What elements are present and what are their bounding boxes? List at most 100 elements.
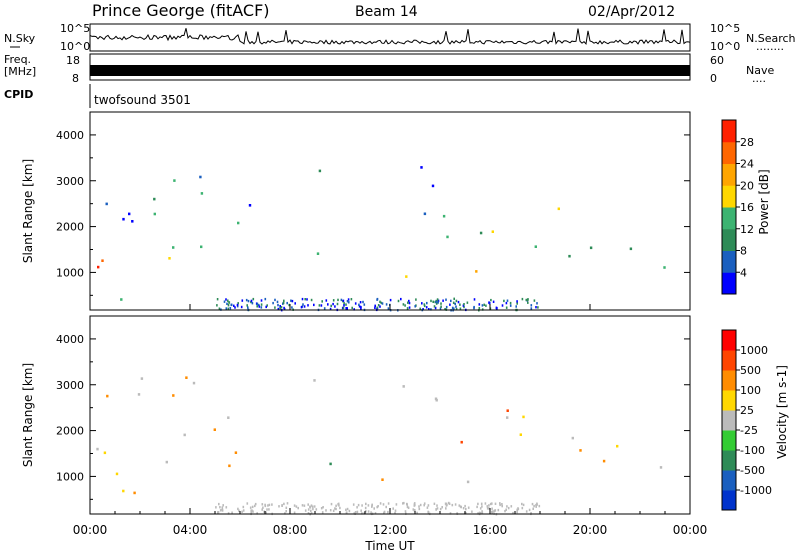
ground-scatter-cell (276, 300, 279, 304)
ground-scatter-cell (507, 506, 510, 510)
ground-scatter-cell (345, 511, 348, 514)
ground-scatter-cell (414, 503, 416, 507)
ground-scatter-cell (471, 510, 473, 513)
ground-scatter-cell (332, 299, 335, 302)
ground-scatter-cell (459, 303, 461, 306)
ground-scatter-cell (533, 299, 536, 302)
ground-scatter-cell (351, 306, 353, 310)
ground-scatter-cell (491, 510, 493, 514)
colorbar-segment (722, 250, 736, 273)
colorbar-segment (722, 141, 736, 164)
colorbar-segment (722, 410, 736, 431)
ground-scatter-cell (277, 303, 279, 307)
ground-scatter-cell (362, 300, 364, 304)
ground-scatter-cell (334, 507, 336, 510)
ground-scatter-cell (463, 305, 465, 309)
ground-scatter-cell (501, 503, 503, 506)
beam-label: Beam 14 (355, 4, 418, 20)
ground-scatter-cell (260, 299, 263, 302)
ground-scatter-cell (230, 303, 233, 307)
ground-scatter-cell (478, 303, 481, 306)
ground-scatter-cell (491, 502, 493, 505)
ground-scatter-cell (406, 307, 409, 310)
ground-scatter-cell (402, 502, 404, 505)
ground-scatter-cell (250, 511, 253, 514)
ground-scatter-cell (394, 511, 396, 515)
ground-scatter-cell (254, 504, 256, 508)
nave-label: Nave (746, 64, 774, 77)
station-title: Prince George (fitACF) (92, 1, 270, 20)
ground-scatter-cell (236, 305, 239, 308)
ground-scatter-cell (371, 504, 373, 507)
ground-scatter-cell (423, 502, 426, 505)
ground-scatter-cell (360, 307, 362, 310)
colorbar-segment (722, 390, 736, 411)
colorbar-segment (722, 450, 736, 471)
ground-scatter-cell (460, 505, 462, 509)
ground-scatter-cell (427, 504, 430, 507)
range-cell (460, 440, 463, 444)
ground-scatter-cell (252, 510, 254, 513)
ground-scatter-cell (325, 509, 327, 512)
ground-scatter-cell (476, 505, 478, 509)
ground-scatter-cell (521, 297, 524, 301)
ground-scatter-cell (479, 512, 482, 515)
ground-scatter-cell (261, 503, 264, 506)
ground-scatter-cell (246, 304, 248, 307)
ground-scatter-cell (535, 503, 537, 507)
range-cell (115, 472, 119, 476)
ground-scatter-cell (462, 507, 465, 510)
range-cell (466, 480, 470, 484)
ground-scatter-cell (367, 504, 370, 507)
ground-scatter-cell (274, 298, 276, 302)
nsearch-label: N.Search (746, 32, 796, 45)
ground-scatter-cell (360, 509, 362, 512)
ground-scatter-cell (509, 304, 512, 307)
ground-scatter-cell (419, 307, 421, 310)
ground-scatter-cell (436, 507, 439, 510)
colorbar-tick-label: 20 (740, 179, 754, 192)
colorbar-segment (722, 470, 736, 491)
range-cell (318, 169, 322, 173)
ground-scatter-cell (334, 305, 336, 308)
ground-scatter-cell (256, 512, 258, 515)
ground-scatter-cell (488, 504, 490, 507)
range-cell (557, 207, 560, 211)
ground-scatter-cell (268, 503, 271, 507)
ground-scatter-cell (330, 304, 332, 308)
range-cell (602, 459, 606, 463)
nave-dots: .... (752, 72, 766, 85)
ground-scatter-cell (481, 511, 484, 514)
ground-scatter-cell (435, 300, 437, 304)
noise-panel (89, 23, 691, 52)
ground-scatter-cell (488, 507, 490, 510)
velocity-colorbar: 1000 500 100 25 -25 -100 -500 -1000 (721, 329, 772, 511)
ground-scatter-cell (261, 508, 263, 511)
ground-scatter-cell (478, 307, 481, 310)
power-y-axis: 1000 2000 3000 4000 (56, 129, 690, 296)
ground-scatter-cell (453, 307, 455, 310)
range-cell (420, 166, 423, 169)
velocity-scatter (96, 376, 663, 516)
ground-scatter-cell (457, 300, 460, 304)
ground-scatter-cell (347, 298, 350, 301)
ground-scatter-cell (516, 508, 518, 511)
ground-scatter-cell (353, 308, 355, 311)
colorbar-tick-label: 16 (740, 201, 754, 214)
ground-scatter-cell (381, 302, 384, 305)
ground-scatter-cell (303, 504, 306, 507)
ground-scatter-cell (480, 502, 483, 505)
ground-scatter-cell (322, 506, 324, 509)
ground-scatter-cell (408, 306, 411, 309)
noise-tick-high-right: 10^5 (710, 22, 740, 35)
ground-scatter-cell (467, 506, 470, 509)
ground-scatter-cell (335, 507, 337, 511)
ground-scatter-cell (327, 303, 329, 306)
ground-scatter-cell (361, 512, 363, 515)
colorbar-segment (722, 120, 736, 143)
ground-scatter-cell (354, 511, 357, 514)
ground-scatter-cell (434, 306, 437, 310)
colorbar-segment (722, 185, 736, 208)
ground-scatter-cell (408, 301, 411, 305)
noise-line (89, 28, 691, 46)
